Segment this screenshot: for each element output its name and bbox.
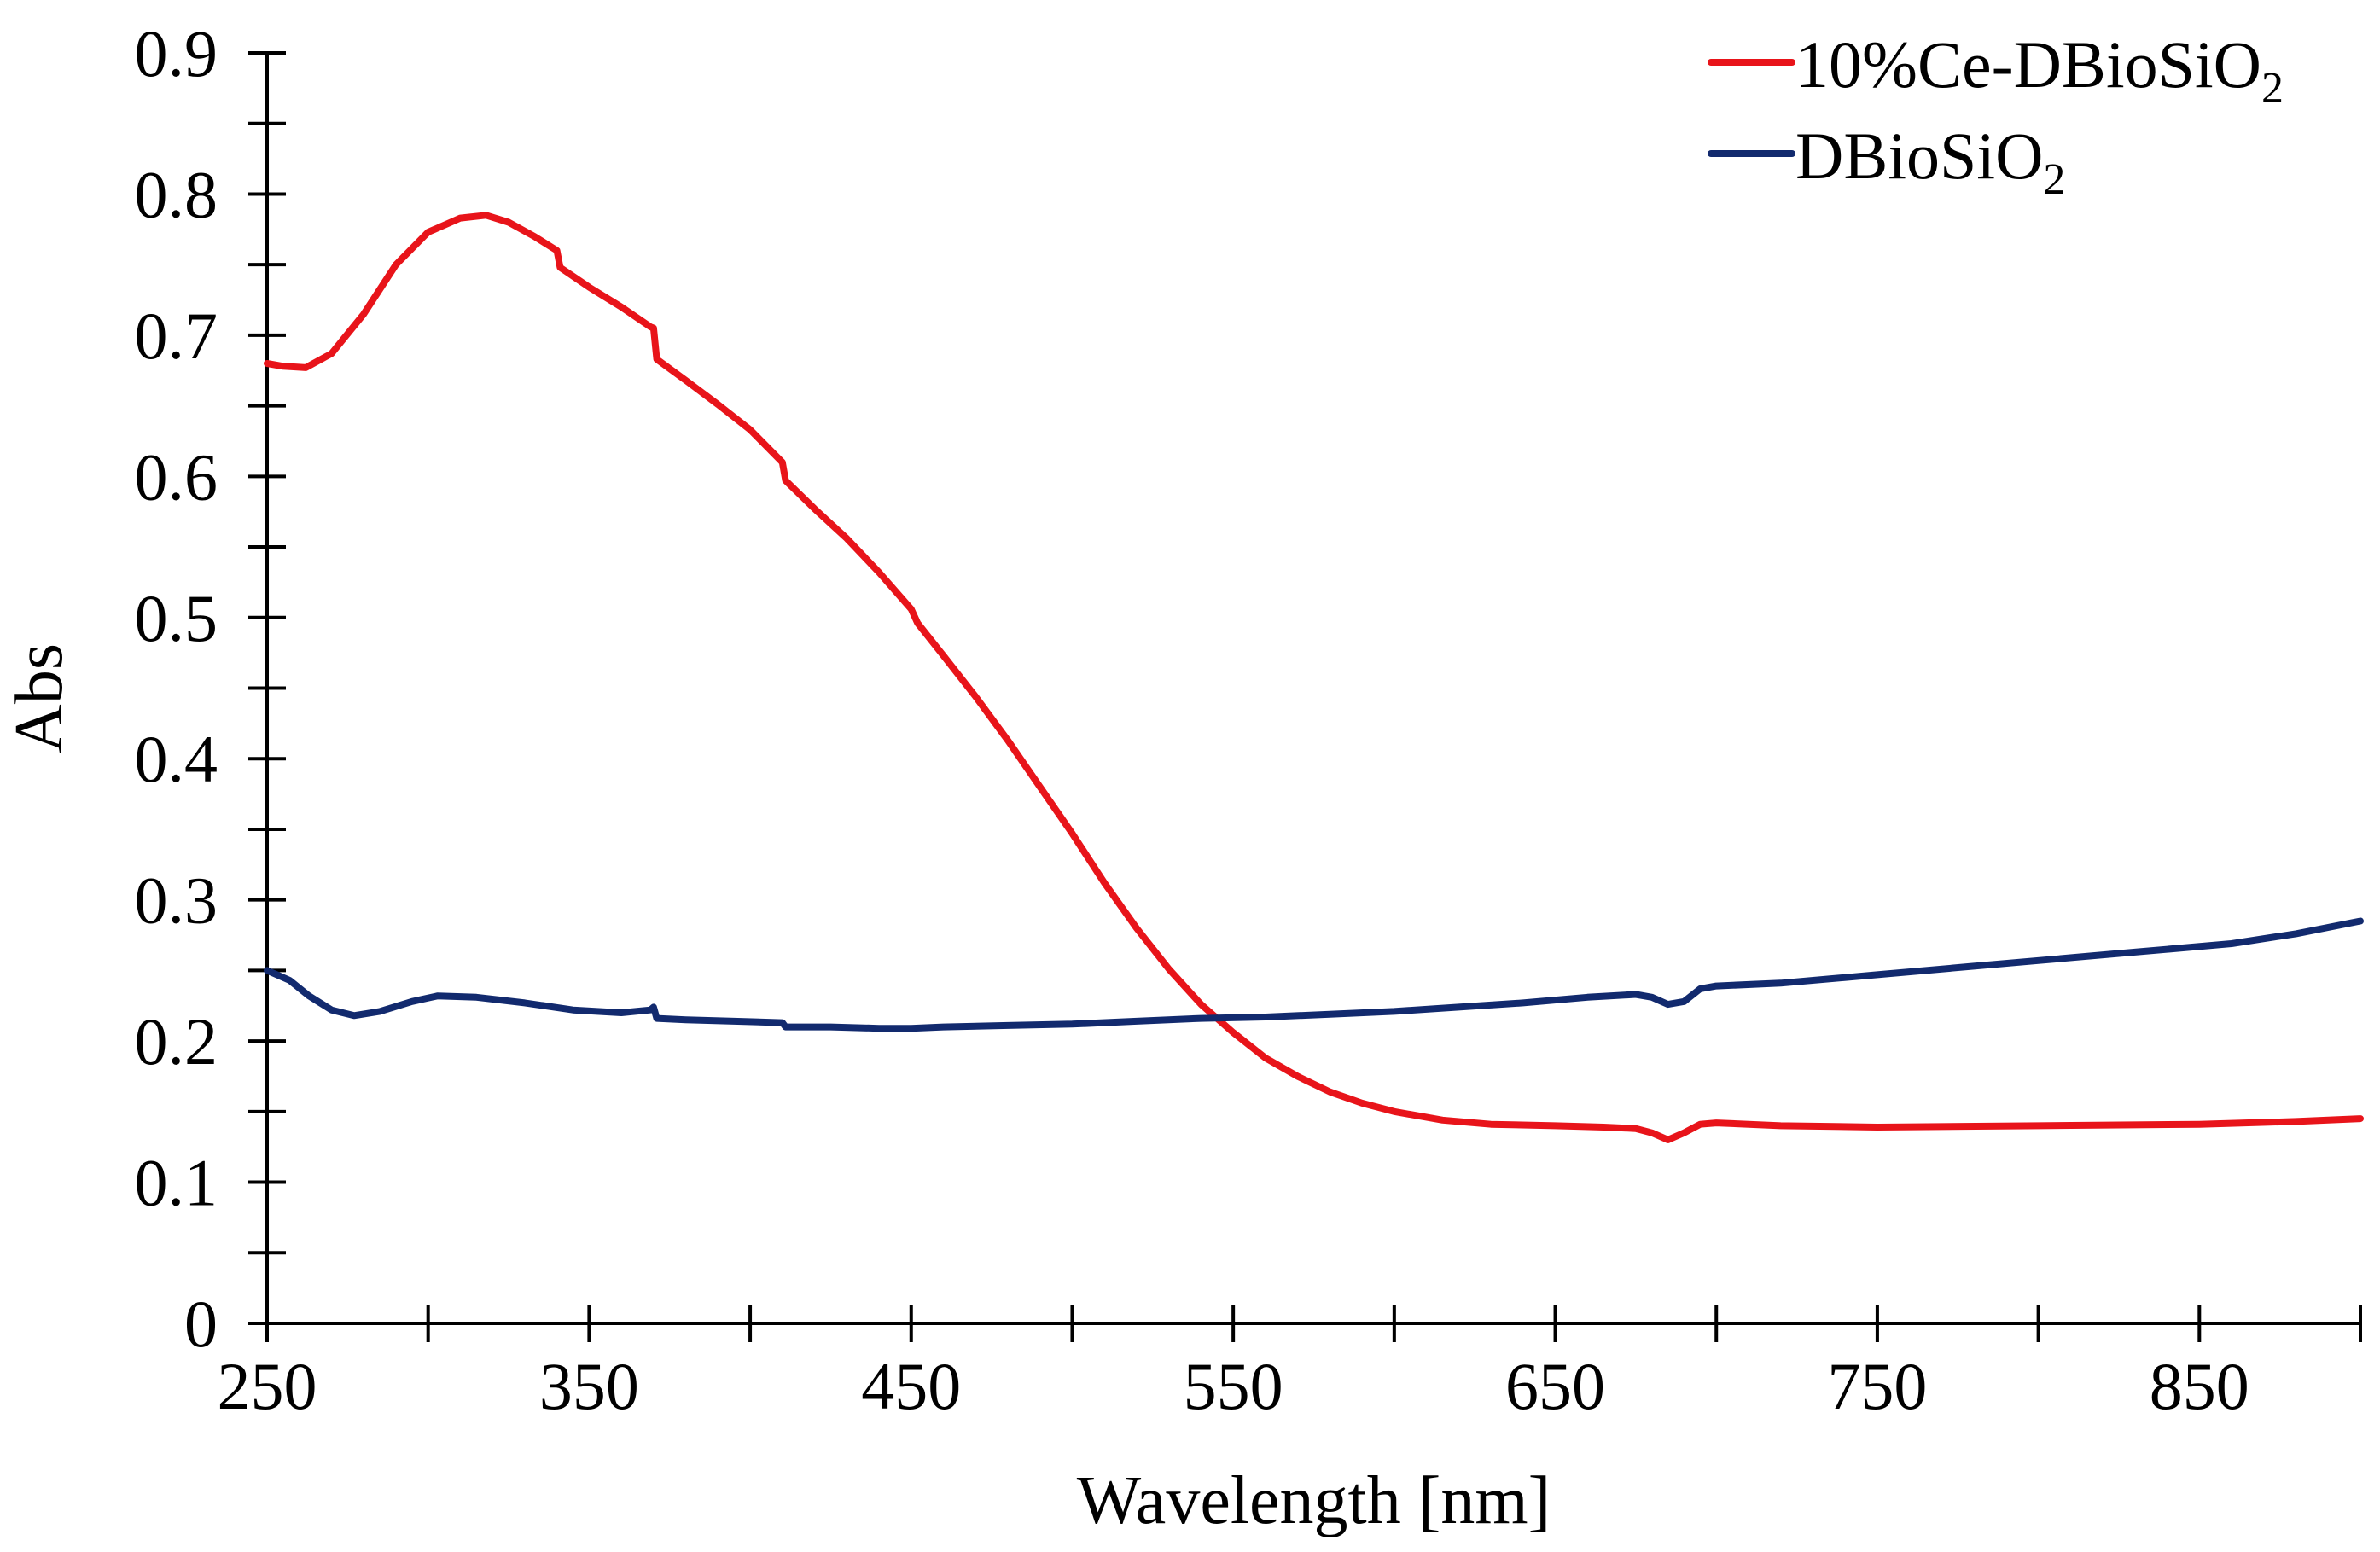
y-tick-label: 0.3	[135, 863, 218, 938]
x-tick-label: 650	[1505, 1349, 1605, 1423]
y-tick-label: 0	[184, 1287, 218, 1361]
y-tick-label: 0.7	[135, 299, 218, 373]
legend-item-dbiosio2: DBioSiO2	[1708, 119, 2065, 204]
legend-label-main: DBioSiO	[1795, 119, 2043, 193]
legend-label-main: 10%Ce-DBioSiO	[1795, 27, 2261, 102]
y-tick-label: 0.1	[135, 1146, 218, 1220]
legend-label-ce-dbiosio2: 10%Ce-DBioSiO2	[1795, 27, 2284, 113]
y-tick-label: 0.6	[135, 439, 218, 514]
tick-labels: 0 0.1 0.2 0.3 0.4 0.5 0.6 0.7 0.8 0.9 250 350 450 550…	[135, 16, 2249, 1423]
y-tick-label: 0.8	[135, 157, 218, 231]
y-tick-label: 0.2	[135, 1004, 218, 1078]
legend: 10%Ce-DBioSiO2 DBioSiO2	[1708, 27, 2284, 204]
y-axis-title: Abs	[2, 643, 77, 753]
series-layer	[264, 212, 2364, 1143]
ticks	[248, 51, 2362, 1342]
legend-label-subscript: 2	[2043, 155, 2065, 204]
legend-label-subscript: 2	[2261, 64, 2284, 113]
y-tick-label: 0.5	[135, 581, 218, 655]
y-tick-label: 0.4	[135, 722, 218, 796]
y-tick-label: 0.9	[135, 16, 218, 90]
legend-label-dbiosio2: DBioSiO2	[1795, 119, 2065, 204]
x-tick-label: 250	[218, 1349, 317, 1423]
x-tick-label: 550	[1184, 1349, 1283, 1423]
x-tick-label: 850	[2150, 1349, 2249, 1423]
x-tick-label: 350	[539, 1349, 639, 1423]
series-line-ce-dbiosio2	[264, 212, 2364, 1143]
legend-item-ce-dbiosio2: 10%Ce-DBioSiO2	[1708, 27, 2284, 113]
axes	[265, 53, 2360, 1325]
series-line-dbiosio2	[264, 917, 2364, 1032]
x-axis-title: Wavelength [nm]	[1077, 1463, 1551, 1538]
x-tick-label: 750	[1827, 1349, 1927, 1423]
x-tick-label: 450	[861, 1349, 961, 1423]
